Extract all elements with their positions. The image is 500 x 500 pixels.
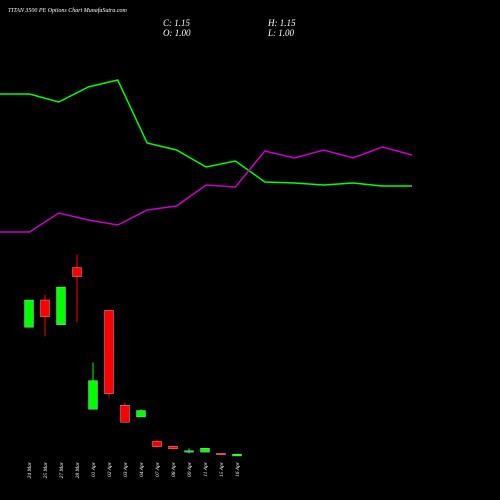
x-tick-label: 16 Apr [235,461,241,477]
candle-body [168,446,178,449]
x-tick-label: 15 Apr [219,461,225,477]
candle-body [232,453,242,457]
candle-body [216,453,226,455]
candle-body [184,450,194,453]
x-tick-label: 24 Mar [26,461,33,478]
info-high: H: 1.15 [267,18,296,28]
candle-body [120,405,130,423]
x-tick-label: 08 Apr [171,461,177,477]
x-tick-label: 01 Apr [91,461,97,477]
candle-body [200,448,210,453]
candle-body [88,380,98,410]
candle-body [72,267,82,277]
x-tick-label: 04 Apr [138,461,145,477]
info-low: L: 1.00 [267,28,295,38]
candle-body [104,310,114,394]
candle-body [40,299,50,318]
candle-body [152,440,162,448]
chart-title: TITAN 3500 PE Options Chart MunafaSutra.… [8,7,128,14]
x-tick-label: 07 Apr [155,461,161,477]
candle-body [56,286,66,325]
info-close: C: 1.15 [163,18,191,28]
x-tick-label: 11 Apr [203,461,209,476]
x-tick-label: 02 Apr [107,461,113,477]
x-tick-label: 28 Mar [75,461,81,478]
x-tick-label: 25 Mar [43,461,49,478]
line-series [0,146,413,233]
x-tick-label: 03 Apr [123,461,129,477]
x-tick-label: 09 Apr [187,461,193,477]
x-tick-label: 27 Mar [59,461,65,478]
candle-body [136,410,146,418]
line-series [0,79,412,187]
candle-body [24,299,34,328]
info-open: O: 1.00 [163,28,191,38]
